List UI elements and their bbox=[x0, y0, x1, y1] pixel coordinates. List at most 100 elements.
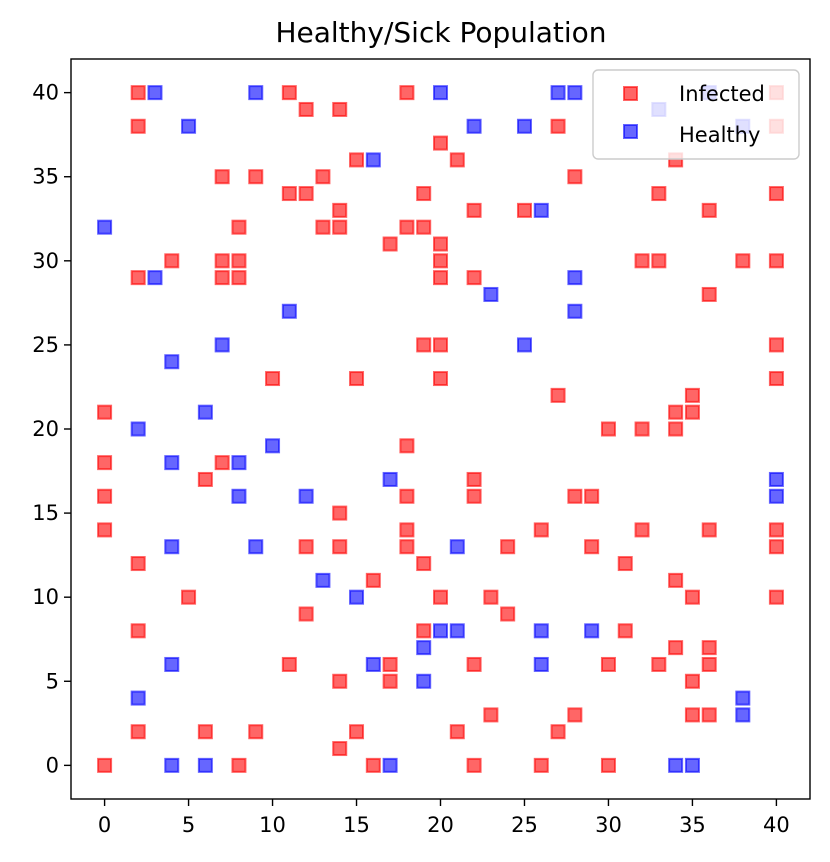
infected-point bbox=[298, 186, 314, 202]
infected-point bbox=[533, 757, 549, 773]
infected-point bbox=[349, 152, 365, 168]
infected-point bbox=[500, 606, 516, 622]
infected-point bbox=[197, 724, 213, 740]
legend-box bbox=[592, 69, 800, 160]
infected-point bbox=[768, 371, 784, 387]
infected-point bbox=[634, 522, 650, 538]
infected-point bbox=[164, 253, 180, 269]
healthy-point bbox=[164, 757, 180, 773]
infected-point bbox=[332, 539, 348, 555]
infected-point bbox=[500, 539, 516, 555]
infected-point bbox=[97, 404, 113, 420]
infected-point bbox=[416, 556, 432, 572]
x-tick-label: 20 bbox=[427, 813, 454, 837]
infected-point bbox=[735, 253, 751, 269]
infected-point bbox=[668, 421, 684, 437]
infected-point bbox=[97, 455, 113, 471]
infected-point bbox=[449, 724, 465, 740]
infected-point bbox=[97, 488, 113, 504]
infected-point bbox=[433, 371, 448, 387]
healthy-point bbox=[248, 539, 264, 555]
healthy-point bbox=[433, 623, 448, 639]
infected-point bbox=[416, 186, 432, 202]
healthy-point bbox=[97, 219, 113, 235]
infected-point bbox=[248, 724, 264, 740]
infected-point bbox=[281, 85, 297, 101]
healthy-point bbox=[164, 354, 180, 370]
infected-point bbox=[315, 219, 331, 235]
infected-point bbox=[281, 656, 297, 672]
infected-point bbox=[466, 656, 482, 672]
infected-point bbox=[298, 101, 314, 117]
infected-point bbox=[684, 673, 700, 689]
infected-point bbox=[399, 488, 415, 504]
infected-point bbox=[399, 85, 415, 101]
infected-point bbox=[684, 387, 700, 403]
healthy-point bbox=[567, 85, 583, 101]
infected-point bbox=[634, 421, 650, 437]
infected-point bbox=[466, 757, 482, 773]
infected-point bbox=[130, 556, 146, 572]
healthy-point bbox=[147, 270, 163, 286]
healthy-point bbox=[516, 337, 532, 353]
healthy-point bbox=[349, 589, 365, 605]
healthy-point bbox=[197, 757, 213, 773]
healthy-point bbox=[181, 118, 197, 134]
infected-point bbox=[281, 186, 297, 202]
infected-point bbox=[533, 522, 549, 538]
infected-point bbox=[130, 623, 146, 639]
healthy-point bbox=[483, 286, 499, 302]
plot-area bbox=[70, 58, 811, 800]
y-tick-label: 10 bbox=[32, 585, 59, 609]
x-tick-label: 25 bbox=[511, 813, 538, 837]
y-tick-label: 15 bbox=[32, 501, 59, 525]
infected-point bbox=[600, 656, 616, 672]
infected-point bbox=[768, 337, 784, 353]
healthy-point bbox=[768, 488, 784, 504]
legend-marker-infected bbox=[623, 86, 638, 101]
infected-point bbox=[550, 724, 566, 740]
healthy-point bbox=[466, 118, 482, 134]
infected-point bbox=[668, 640, 684, 656]
infected-point bbox=[567, 169, 583, 185]
infected-point bbox=[701, 202, 717, 218]
infected-point bbox=[181, 589, 197, 605]
infected-point bbox=[231, 757, 247, 773]
legend-marker-healthy bbox=[623, 124, 638, 139]
healthy-point bbox=[533, 656, 549, 672]
infected-point bbox=[231, 270, 247, 286]
infected-point bbox=[399, 539, 415, 555]
healthy-point bbox=[231, 488, 247, 504]
infected-point bbox=[416, 623, 432, 639]
infected-point bbox=[684, 707, 700, 723]
legend: Infected Healthy bbox=[592, 69, 800, 160]
x-tick-label: 40 bbox=[763, 813, 790, 837]
healthy-point bbox=[164, 455, 180, 471]
infected-point bbox=[567, 707, 583, 723]
infected-point bbox=[768, 186, 784, 202]
infected-point bbox=[332, 673, 348, 689]
infected-point bbox=[466, 471, 482, 487]
y-tick-label: 20 bbox=[32, 417, 59, 441]
healthy-point bbox=[533, 623, 549, 639]
infected-point bbox=[449, 152, 465, 168]
infected-point bbox=[315, 169, 331, 185]
infected-point bbox=[684, 404, 700, 420]
infected-point bbox=[466, 270, 482, 286]
y-tick-label: 5 bbox=[46, 669, 59, 693]
infected-point bbox=[433, 253, 448, 269]
infected-point bbox=[332, 505, 348, 521]
infected-point bbox=[768, 589, 784, 605]
infected-point bbox=[298, 539, 314, 555]
x-tick-label: 0 bbox=[98, 813, 111, 837]
healthy-point bbox=[164, 539, 180, 555]
x-axis: 0 5 10 15 20 25 30 35 40 bbox=[98, 799, 790, 837]
infected-point bbox=[433, 236, 448, 252]
y-axis: 0 5 10 15 20 25 30 35 40 bbox=[32, 81, 71, 777]
infected-point bbox=[701, 656, 717, 672]
healthy-point bbox=[768, 471, 784, 487]
healthy-point bbox=[214, 337, 230, 353]
healthy-point bbox=[248, 85, 264, 101]
healthy-point bbox=[147, 85, 163, 101]
